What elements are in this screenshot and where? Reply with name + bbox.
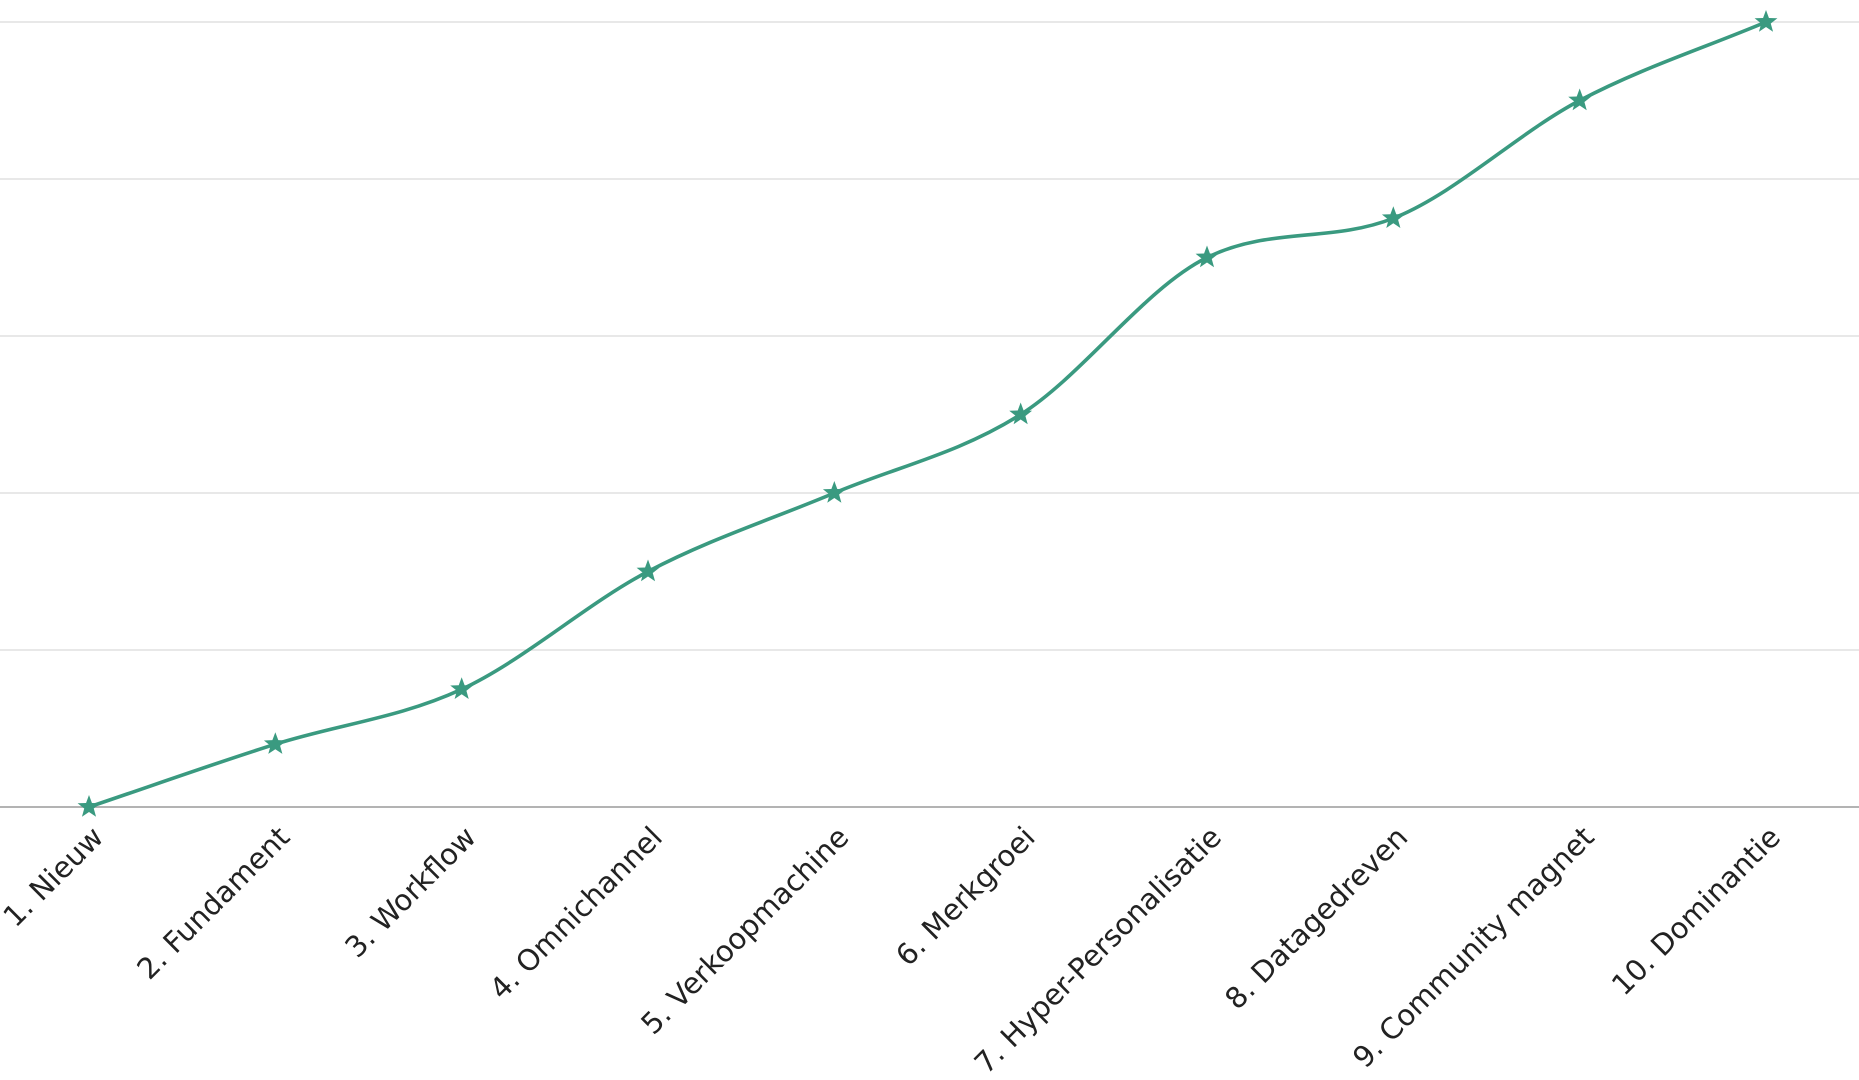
data-point-star-icon bbox=[822, 481, 846, 503]
data-point-star-icon bbox=[1009, 402, 1033, 425]
data-point-star-icon bbox=[450, 677, 474, 699]
x-tick-label: 5. Verkoopmachine bbox=[634, 820, 855, 1041]
x-tick-label: 10. Dominantie bbox=[1605, 820, 1787, 1002]
data-point-star-icon bbox=[1195, 245, 1219, 268]
x-tick-label: 1. Nieuw bbox=[0, 820, 110, 934]
series-line-group bbox=[87, 20, 1768, 809]
data-point-star-icon bbox=[1381, 206, 1405, 228]
data-point-star-icon bbox=[1754, 10, 1778, 32]
data-point-star-icon bbox=[1568, 88, 1592, 111]
x-tick-label: 6. Merkgroei bbox=[889, 820, 1042, 973]
x-axis-tick-labels: 1. Nieuw 2. Fundament 3. Workflow 4. Omnich… bbox=[0, 820, 1787, 1080]
data-markers bbox=[77, 10, 1778, 817]
data-point-star-icon bbox=[77, 795, 101, 817]
data-point-star-icon bbox=[636, 559, 660, 582]
x-tick-label: 4. Omnichannel bbox=[483, 820, 669, 1006]
x-tick-label: 3. Workflow bbox=[338, 820, 482, 964]
x-tick-label: 8. Datagedreven bbox=[1218, 820, 1414, 1016]
x-tick-label: 2. Fundament bbox=[130, 820, 296, 986]
gridlines bbox=[0, 21, 1859, 808]
data-point-star-icon bbox=[263, 732, 287, 754]
series-line bbox=[87, 20, 1768, 809]
